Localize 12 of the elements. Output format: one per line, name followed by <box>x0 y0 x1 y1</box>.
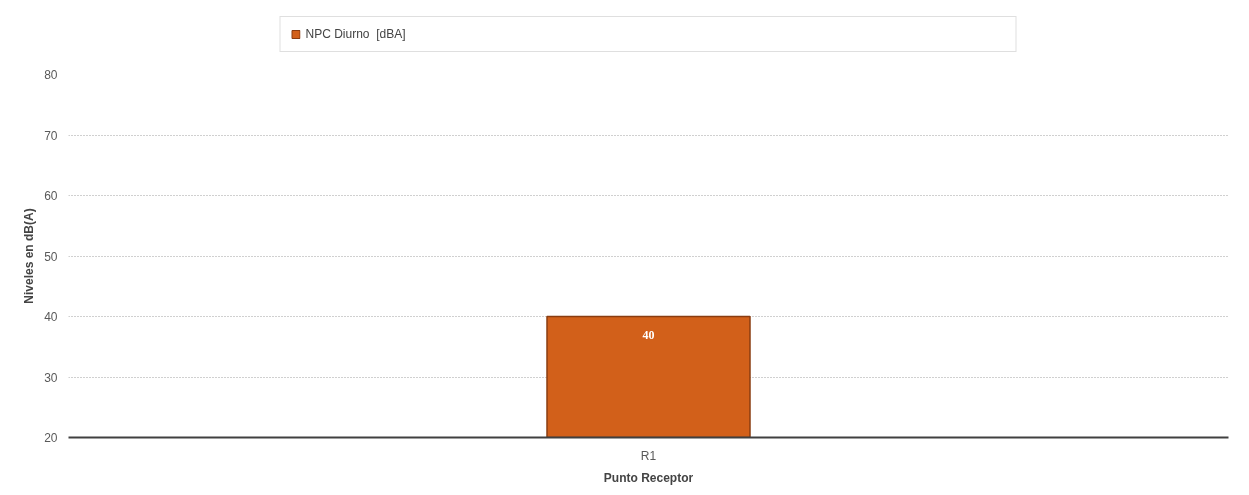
x-axis-title: Punto Receptor <box>603 470 694 485</box>
y-tick-label: 20 <box>44 431 58 445</box>
y-tick-label: 40 <box>44 310 58 324</box>
y-tick-label: 50 <box>44 249 58 264</box>
y-tick-label: 30 <box>44 370 58 385</box>
y-axis-title: Niveles en dB(A) <box>22 208 37 304</box>
x-tick-label: R1 <box>640 448 657 463</box>
y-tick-label: 70 <box>44 128 58 143</box>
y-tick-label: 60 <box>44 189 58 203</box>
legend-label: NPC Diurno [dBA] <box>305 27 407 41</box>
y-tick-label: 80 <box>44 68 58 82</box>
data-label: 40 <box>642 327 655 342</box>
